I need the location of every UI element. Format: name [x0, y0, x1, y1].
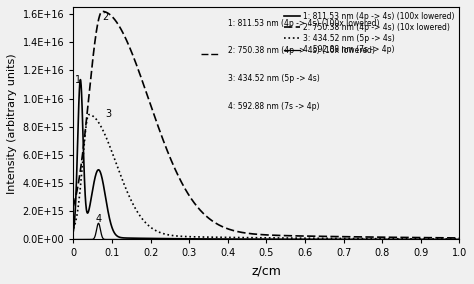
Legend: 1: 811.53 nm (4p -> 4s) (100x lowered), 2: 750.38 nm (4p -> 4s) (10x lowered), 3: 1: 811.53 nm (4p -> 4s) (100x lowered), … [281, 9, 458, 57]
Text: 1: 1 [75, 75, 82, 85]
Text: 3: 434.52 nm (5p -> 4s): 3: 434.52 nm (5p -> 4s) [228, 74, 319, 83]
Text: 3: 3 [105, 109, 111, 119]
Text: 2: 750.38 nm (4p -> 4s) (10x lowered): 2: 750.38 nm (4p -> 4s) (10x lowered) [228, 47, 374, 55]
Text: 4: 4 [95, 214, 101, 224]
Text: 2: 2 [102, 12, 108, 22]
Text: 4: 592.88 nm (7s -> 4p): 4: 592.88 nm (7s -> 4p) [228, 102, 319, 111]
Text: 1: 811.53 nm (4p -> 4s) (100x lowered): 1: 811.53 nm (4p -> 4s) (100x lowered) [228, 18, 379, 28]
X-axis label: z/cm: z/cm [252, 264, 282, 277]
Y-axis label: Intensity (arbitrary units): Intensity (arbitrary units) [7, 53, 17, 193]
